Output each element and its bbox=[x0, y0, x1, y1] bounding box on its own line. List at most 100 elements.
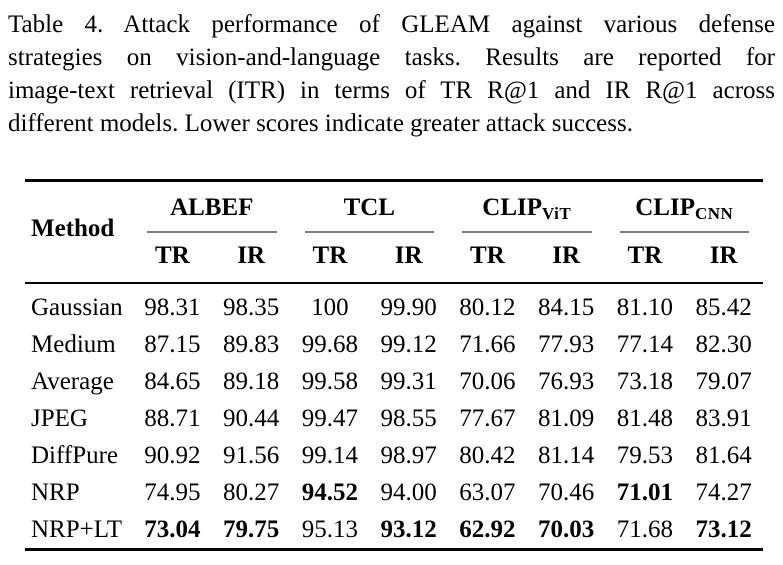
value-cell: 80.42 bbox=[459, 441, 516, 469]
group-subscript: CNN bbox=[694, 204, 734, 223]
table-row: Gaussian 98.31 98.35 100 99.90 80.12 84.15 81.1… bbox=[25, 283, 763, 326]
column-header-tr: TR bbox=[605, 233, 685, 284]
column-header-tr: TR bbox=[133, 233, 212, 284]
group-header-clip-vit: CLIPViT bbox=[448, 181, 606, 233]
value-cell: 71.68 bbox=[616, 515, 674, 543]
column-header-tr: TR bbox=[290, 233, 370, 284]
value-cell: 84.65 bbox=[144, 367, 201, 395]
results-table: Method ALBEF TCL CLIPViT CLIPCNN TR IR T… bbox=[25, 179, 764, 551]
value-cell: 93.12 bbox=[380, 515, 437, 543]
value-cell: 77.67 bbox=[459, 404, 516, 432]
value-cell: 99.12 bbox=[380, 330, 437, 358]
method-cell: Gaussian bbox=[31, 293, 123, 321]
value-cell: 79.75 bbox=[223, 515, 280, 543]
value-cell: 77.14 bbox=[616, 330, 674, 358]
value-cell: 98.97 bbox=[380, 441, 437, 469]
value-cell: 82.30 bbox=[695, 330, 752, 358]
caption-line: strategies on vision-and-language tasks.… bbox=[8, 44, 775, 71]
value-cell: 74.27 bbox=[695, 478, 752, 506]
table-row: NRP 74.95 80.27 94.52 94.00 63.07 70.46 71.01 74… bbox=[25, 474, 763, 511]
value-cell: 81.14 bbox=[538, 441, 595, 469]
group-label: ALBEF bbox=[170, 194, 254, 221]
value-cell: 98.55 bbox=[380, 404, 437, 432]
method-cell: JPEG bbox=[31, 404, 88, 432]
value-cell: 63.07 bbox=[459, 478, 516, 506]
group-header-row: Method ALBEF TCL CLIPViT CLIPCNN bbox=[25, 180, 764, 284]
caption-line: image-text retrieval (ITR) in terms of T… bbox=[8, 77, 775, 104]
value-cell: 99.14 bbox=[301, 441, 359, 469]
column-header-ir: IR bbox=[369, 233, 449, 284]
group-subscript: ViT bbox=[542, 204, 572, 223]
value-cell: 77.93 bbox=[538, 330, 595, 358]
group-header-albef: ALBEF bbox=[133, 181, 291, 233]
group-label: TCL bbox=[343, 194, 395, 221]
value-cell: 79.07 bbox=[695, 367, 752, 395]
table-row: NRP+LT 73.04 79.75 95.13 93.12 62.92 70.03 71.6… bbox=[25, 511, 763, 550]
value-cell: 81.09 bbox=[538, 404, 595, 432]
value-cell: 81.48 bbox=[616, 404, 674, 432]
column-header-ir: IR bbox=[684, 233, 764, 284]
value-cell: 76.93 bbox=[538, 367, 595, 395]
value-cell: 83.91 bbox=[695, 404, 752, 432]
value-cell: 99.47 bbox=[301, 404, 359, 432]
value-cell: 74.95 bbox=[144, 478, 201, 506]
group-header-clip-cnn: CLIPCNN bbox=[606, 181, 764, 233]
value-cell: 73.12 bbox=[695, 515, 752, 543]
value-cell: 71.01 bbox=[616, 478, 674, 506]
column-header-ir: IR bbox=[526, 233, 606, 284]
method-cell: DiffPure bbox=[31, 441, 119, 469]
value-cell: 62.92 bbox=[459, 515, 516, 543]
group-label: CLIP bbox=[482, 194, 543, 221]
value-cell: 73.04 bbox=[144, 515, 201, 543]
table-body: Gaussian 98.31 98.35 100 99.90 80.12 84.15 81.1… bbox=[25, 283, 763, 550]
column-header-ir: IR bbox=[211, 233, 291, 284]
value-cell: 73.18 bbox=[616, 367, 674, 395]
value-cell: 85.42 bbox=[695, 293, 752, 321]
table-row: Medium 87.15 89.83 99.68 99.12 71.66 77.93 77.1… bbox=[25, 326, 763, 363]
table-header: Method ALBEF TCL CLIPViT CLIPCNN TR IR T… bbox=[25, 180, 764, 284]
caption-line: Table 4. Attack performance of GLEAM aga… bbox=[8, 11, 775, 38]
value-cell: 81.64 bbox=[695, 441, 752, 469]
value-cell: 100 bbox=[311, 293, 349, 321]
table-caption: Table 4. Attack performance of GLEAM aga… bbox=[8, 8, 775, 140]
table-row: DiffPure 90.92 91.56 99.14 98.97 80.42 81.14 79… bbox=[25, 437, 763, 474]
value-cell: 90.92 bbox=[144, 441, 201, 469]
sub-header-row: TR IR TR IR TR IR TR IR bbox=[25, 233, 764, 284]
value-cell: 81.10 bbox=[616, 293, 674, 321]
value-cell: 94.52 bbox=[301, 478, 359, 506]
value-cell: 70.03 bbox=[538, 515, 595, 543]
value-cell: 99.68 bbox=[301, 330, 359, 358]
value-cell: 71.66 bbox=[459, 330, 516, 358]
table-row: Average 84.65 89.18 99.58 99.31 70.06 76.93 73.… bbox=[25, 363, 763, 400]
value-cell: 89.18 bbox=[223, 367, 280, 395]
value-cell: 98.31 bbox=[144, 293, 201, 321]
value-cell: 79.53 bbox=[616, 441, 674, 469]
method-cell: Average bbox=[31, 367, 114, 395]
method-cell: NRP bbox=[31, 478, 80, 506]
value-cell: 99.58 bbox=[301, 367, 359, 395]
value-cell: 94.00 bbox=[380, 478, 437, 506]
method-cell: NRP+LT bbox=[31, 515, 122, 543]
value-cell: 80.12 bbox=[459, 293, 516, 321]
value-cell: 99.90 bbox=[380, 293, 437, 321]
value-cell: 84.15 bbox=[538, 293, 595, 321]
column-header-method: Method bbox=[25, 180, 133, 284]
value-cell: 87.15 bbox=[144, 330, 201, 358]
table-row: JPEG 88.71 90.44 99.47 98.55 77.67 81.09 81.48 8… bbox=[25, 400, 763, 437]
value-cell: 90.44 bbox=[223, 404, 280, 432]
value-cell: 70.06 bbox=[459, 367, 516, 395]
value-cell: 98.35 bbox=[223, 293, 280, 321]
value-cell: 91.56 bbox=[223, 441, 280, 469]
method-cell: Medium bbox=[31, 330, 116, 358]
value-cell: 70.46 bbox=[538, 478, 595, 506]
group-header-tcl: TCL bbox=[291, 181, 449, 233]
value-cell: 99.31 bbox=[380, 367, 437, 395]
caption-line: different models. Lower scores indicate … bbox=[8, 110, 633, 137]
value-cell: 95.13 bbox=[301, 515, 359, 543]
value-cell: 88.71 bbox=[144, 404, 201, 432]
value-cell: 89.83 bbox=[223, 330, 280, 358]
group-label: CLIP bbox=[635, 194, 695, 221]
value-cell: 80.27 bbox=[223, 478, 280, 506]
column-header-tr: TR bbox=[448, 233, 527, 284]
